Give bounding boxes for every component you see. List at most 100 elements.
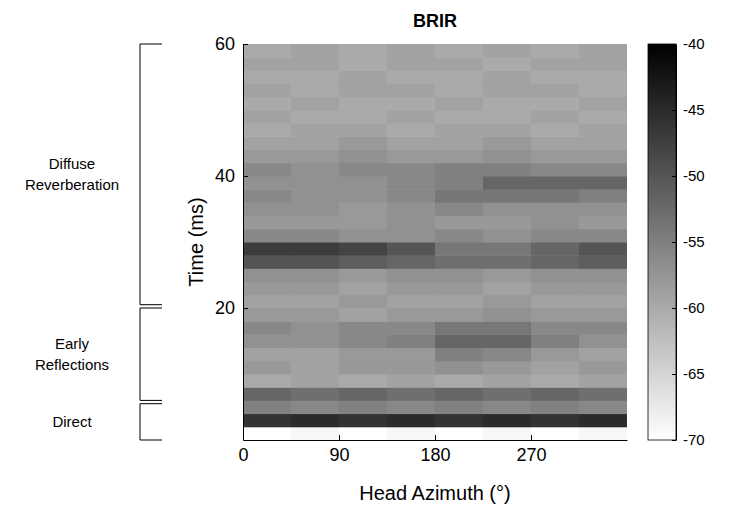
- cell: [531, 70, 580, 84]
- cell: [243, 176, 292, 190]
- cell: [435, 308, 484, 322]
- cell: [243, 268, 292, 282]
- cell: [387, 110, 436, 124]
- cell: [243, 242, 292, 256]
- cell: [243, 136, 292, 150]
- cell: [291, 150, 340, 164]
- cell: [291, 268, 340, 282]
- cell: [387, 268, 436, 282]
- cell: [387, 308, 436, 322]
- cell: [387, 361, 436, 375]
- cell: [243, 414, 292, 428]
- annotation-label: DiffuseReverberation: [25, 155, 119, 193]
- cell: [579, 202, 627, 216]
- chart: 090180270204060BRIRHead Azimuth (°)Time …: [0, 0, 749, 516]
- annotation-line: Diffuse: [49, 155, 95, 172]
- cell: [243, 229, 292, 243]
- cell: [387, 374, 436, 388]
- tick-mark: [672, 110, 676, 111]
- cell: [435, 150, 484, 164]
- cell: [483, 84, 532, 98]
- cell: [579, 334, 627, 348]
- cell: [435, 70, 484, 84]
- cell: [339, 282, 388, 296]
- cell: [291, 334, 340, 348]
- cell: [531, 176, 580, 190]
- cell: [339, 361, 388, 375]
- cell: [339, 295, 388, 309]
- cell: [579, 110, 627, 124]
- cell: [483, 361, 532, 375]
- tick: 270: [516, 435, 546, 465]
- cell: [483, 229, 532, 243]
- cell: [435, 44, 484, 58]
- tick-label: 20: [215, 298, 235, 318]
- cell: [435, 189, 484, 203]
- cell: [339, 321, 388, 335]
- cell: [435, 282, 484, 296]
- cell: [387, 57, 436, 71]
- tick-mark: [672, 176, 676, 177]
- cell: [579, 57, 627, 71]
- cell: [339, 163, 388, 177]
- cell: [531, 84, 580, 98]
- cell: [579, 387, 627, 401]
- cell: [243, 216, 292, 230]
- axis-line: [244, 440, 628, 441]
- tick: -70: [672, 431, 705, 448]
- tick: 40: [215, 166, 248, 186]
- cell: [435, 414, 484, 428]
- cell: [531, 242, 580, 256]
- cell: [339, 150, 388, 164]
- cell: [291, 84, 340, 98]
- cell: [243, 97, 292, 111]
- cell: [435, 268, 484, 282]
- cell: [387, 427, 436, 440]
- cell: [339, 414, 388, 428]
- cell: [483, 427, 532, 440]
- cell: [531, 308, 580, 322]
- cell: [387, 348, 436, 362]
- annotation-line: Early: [55, 335, 90, 352]
- cell: [339, 308, 388, 322]
- cell: [435, 57, 484, 71]
- cell: [579, 189, 627, 203]
- cell: [243, 150, 292, 164]
- cell: [531, 202, 580, 216]
- cell: [291, 57, 340, 71]
- cell: [339, 176, 388, 190]
- cell: [291, 242, 340, 256]
- cell: [579, 123, 627, 137]
- cell: [387, 400, 436, 414]
- tick-mark: [531, 435, 532, 440]
- cell: [291, 110, 340, 124]
- cell: [579, 427, 627, 440]
- cell: [483, 321, 532, 335]
- cell: [387, 123, 436, 137]
- cell: [435, 295, 484, 309]
- cell: [243, 427, 292, 440]
- cell: [339, 348, 388, 362]
- cell: [483, 123, 532, 137]
- cell: [579, 268, 627, 282]
- cell: [387, 84, 436, 98]
- cell: [243, 110, 292, 124]
- cell: [387, 282, 436, 296]
- colorbar: [648, 44, 676, 440]
- cell: [483, 268, 532, 282]
- cell: [243, 44, 292, 58]
- cell: [483, 44, 532, 58]
- cell: [531, 427, 580, 440]
- cell: [483, 97, 532, 111]
- annotation-label: Direct: [52, 413, 92, 430]
- cell: [291, 202, 340, 216]
- cell: [483, 70, 532, 84]
- cell: [339, 242, 388, 256]
- tick-mark: [243, 44, 248, 45]
- cell: [579, 163, 627, 177]
- tick: 60: [215, 34, 248, 54]
- cell: [387, 321, 436, 335]
- cell: [483, 387, 532, 401]
- cell: [291, 123, 340, 137]
- cell: [483, 57, 532, 71]
